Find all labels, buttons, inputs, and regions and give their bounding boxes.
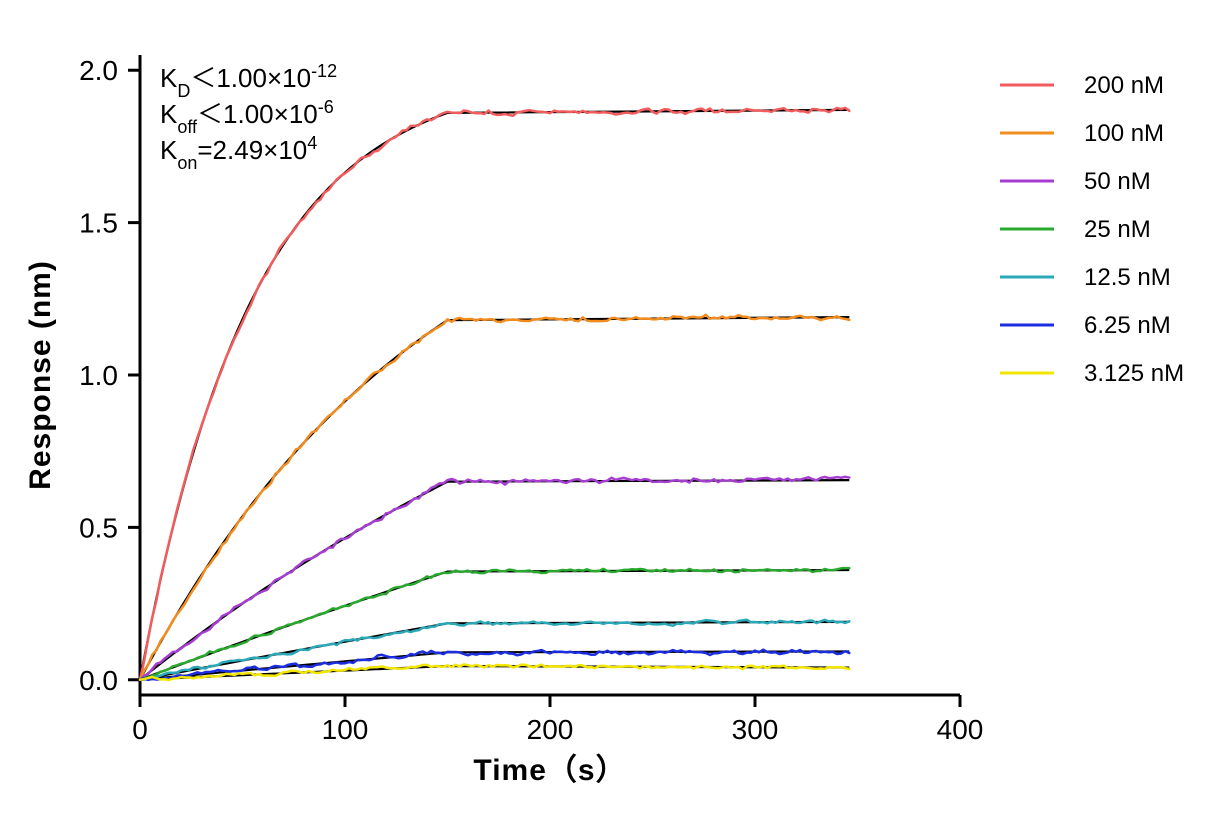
y-tick-label: 2.0 <box>79 55 118 86</box>
x-tick-label: 300 <box>732 714 779 745</box>
legend-label: 6.25 nM <box>1084 312 1171 339</box>
legend-label: 50 nM <box>1084 168 1151 195</box>
data-lines <box>140 108 849 680</box>
x-tick-label: 200 <box>527 714 574 745</box>
fit-100 nM <box>140 317 849 680</box>
chart-svg: 0 100 200 300 400 Time（s） 0.0 0.5 1.0 1.5 2.0 Respo… <box>0 0 1231 825</box>
y-axis-title: Response (nm) <box>24 260 57 490</box>
y-tick-label: 1.5 <box>79 208 118 239</box>
x-tick-label: 0 <box>132 714 148 745</box>
kinetics-annotation: Koff＜1.00×10-6 <box>160 97 334 137</box>
legend-label: 12.5 nM <box>1084 264 1171 291</box>
sensorgram-chart: 0 100 200 300 400 Time（s） 0.0 0.5 1.0 1.5 2.0 Respo… <box>0 0 1231 825</box>
legend-label: 200 nM <box>1084 72 1164 99</box>
y-tick-label: 0.0 <box>79 665 118 696</box>
x-tick-label: 100 <box>322 714 369 745</box>
series-50 nM <box>140 477 849 680</box>
legend-label: 25 nM <box>1084 216 1151 243</box>
x-tick-label: 400 <box>937 714 984 745</box>
kinetics-annotation: Kon=2.49×104 <box>160 133 317 173</box>
legend-label: 100 nM <box>1084 120 1164 147</box>
fit-lines <box>140 110 849 680</box>
fit-200 nM <box>140 110 849 680</box>
y-tick-label: 1.0 <box>79 360 118 391</box>
y-tick-label: 0.5 <box>79 512 118 543</box>
x-axis-title: Time（s） <box>473 753 626 787</box>
series-200 nM <box>140 108 849 680</box>
kinetics-annotation: KD＜1.00×10-12 <box>160 61 337 101</box>
legend: 200 nM 100 nM 50 nM 25 nM 12.5 nM 6.25 nM 3.12… <box>1000 72 1184 387</box>
legend-label: 3.125 nM <box>1084 360 1184 387</box>
